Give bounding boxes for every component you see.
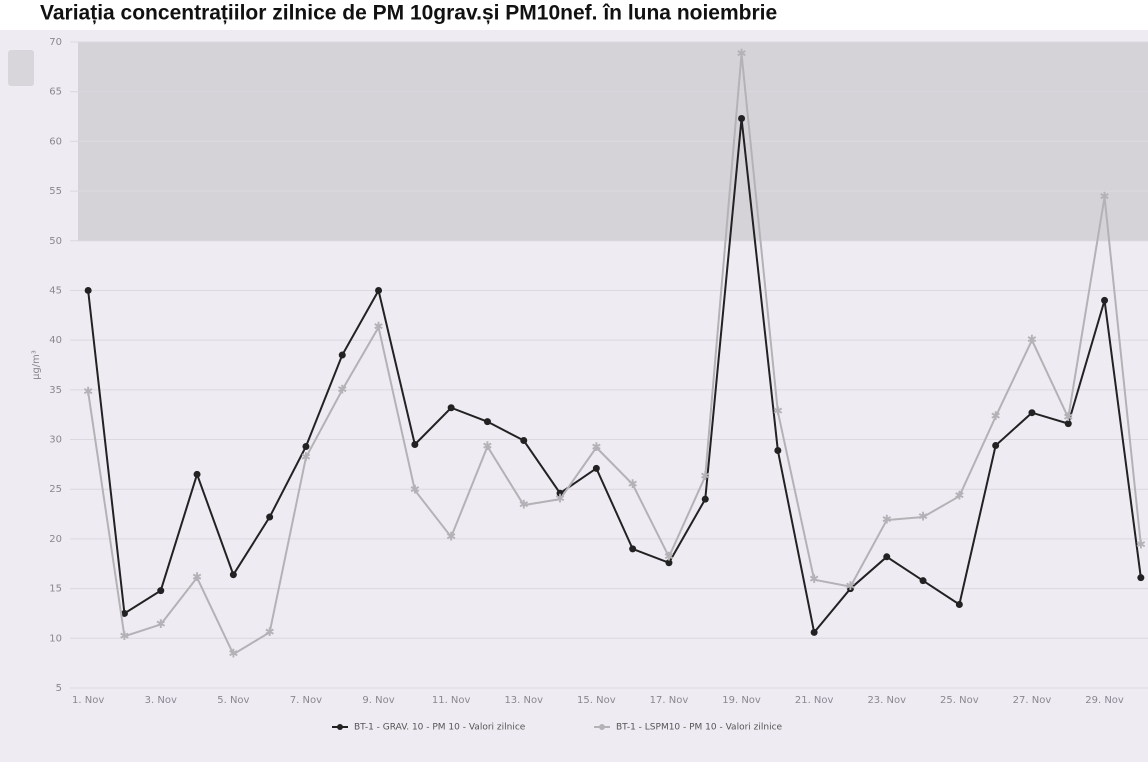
y-tick-label: 40 (49, 335, 62, 346)
point: ✱ (192, 570, 202, 584)
y-tick-label: 50 (49, 236, 62, 247)
point: ✱ (628, 477, 638, 491)
x-tick-label: 27. Nov (1013, 695, 1052, 706)
point (774, 446, 782, 454)
point (266, 513, 274, 521)
point: ✱ (882, 513, 892, 527)
legend-label: BT-1 - LSPM10 - PM 10 - Valori zilnice (616, 723, 783, 733)
x-tick-label: 15. Nov (577, 695, 616, 706)
point (84, 286, 92, 294)
y-tick-label: 35 (49, 385, 62, 396)
point (738, 115, 746, 123)
point: ✱ (773, 404, 783, 418)
x-tick-label: 3. Nov (145, 695, 177, 706)
y-tick-label: 55 (49, 186, 62, 197)
point: ✱ (337, 382, 347, 396)
point (157, 587, 165, 595)
point: ✱ (519, 498, 529, 512)
x-tick-label: 9. Nov (362, 695, 394, 706)
point (919, 577, 927, 585)
point (1028, 409, 1036, 417)
point: ✱ (1100, 190, 1110, 204)
x-tick-label: 21. Nov (795, 695, 834, 706)
point: ✱ (809, 572, 819, 586)
point: ✱ (119, 629, 129, 643)
x-tick-label: 23. Nov (867, 695, 906, 706)
point (810, 628, 818, 636)
point (1064, 420, 1072, 428)
legend-label: BT-1 - GRAV. 10 - PM 10 - Valori zilnice (354, 723, 526, 733)
point: ✱ (954, 489, 964, 503)
point: ✱ (156, 617, 166, 631)
point: ✱ (446, 529, 456, 543)
y-tick-label: 15 (49, 584, 62, 595)
x-tick-label: 25. Nov (940, 695, 979, 706)
point: ✱ (591, 440, 601, 454)
point (229, 571, 237, 579)
y-tick-label: 65 (49, 87, 62, 98)
y-tick-label: 70 (49, 37, 62, 48)
point: ✱ (918, 510, 928, 524)
menu-button[interactable] (8, 50, 34, 86)
point: ✱ (555, 492, 565, 506)
point (447, 404, 455, 412)
x-tick-label: 19. Nov (722, 695, 761, 706)
y-tick-label: 5 (56, 683, 62, 694)
point (701, 495, 709, 503)
y-axis-label: µg/m³ (31, 350, 42, 380)
point: ✱ (228, 647, 238, 661)
point: ✱ (1027, 333, 1037, 347)
series-line (87, 53, 1142, 656)
series-line (87, 118, 1142, 635)
y-tick-label: 25 (49, 484, 62, 495)
point: ✱ (265, 625, 275, 639)
point (520, 437, 528, 445)
point: ✱ (845, 579, 855, 593)
point (120, 609, 128, 617)
point (592, 464, 600, 472)
point (411, 441, 419, 449)
point: ✱ (410, 483, 420, 497)
point: ✱ (700, 469, 710, 483)
point: ✱ (991, 409, 1001, 423)
point (375, 286, 383, 294)
point: ✱ (482, 439, 492, 453)
point (1101, 296, 1109, 304)
point: ✱ (1136, 537, 1146, 551)
point (883, 553, 891, 561)
point (483, 418, 491, 426)
legend-marker (337, 724, 343, 730)
point (955, 601, 963, 609)
x-tick-label: 1. Nov (72, 695, 104, 706)
point (1137, 574, 1145, 582)
point (193, 470, 201, 478)
y-tick-label: 60 (49, 136, 62, 147)
point: ✱ (83, 384, 93, 398)
y-tick-label: 30 (49, 435, 62, 446)
chart-title: Variația concentrațiilor zilnice de PM 1… (40, 2, 777, 25)
point (665, 559, 673, 567)
y-tick-label: 10 (49, 633, 62, 644)
x-tick-label: 17. Nov (650, 695, 689, 706)
point (338, 351, 346, 359)
legend-marker (599, 724, 605, 730)
point: ✱ (374, 320, 384, 334)
point: ✱ (664, 549, 674, 563)
x-tick-label: 7. Nov (290, 695, 322, 706)
point (992, 442, 1000, 450)
point: ✱ (737, 46, 747, 60)
x-tick-label: 13. Nov (504, 695, 543, 706)
point (302, 442, 310, 450)
x-tick-label: 11. Nov (432, 695, 471, 706)
point: ✱ (1063, 410, 1073, 424)
point (629, 545, 637, 553)
x-tick-label: 29. Nov (1085, 695, 1124, 706)
x-tick-label: 5. Nov (217, 695, 249, 706)
y-tick-label: 20 (49, 534, 62, 545)
point: ✱ (301, 450, 311, 464)
y-tick-label: 45 (49, 285, 62, 296)
